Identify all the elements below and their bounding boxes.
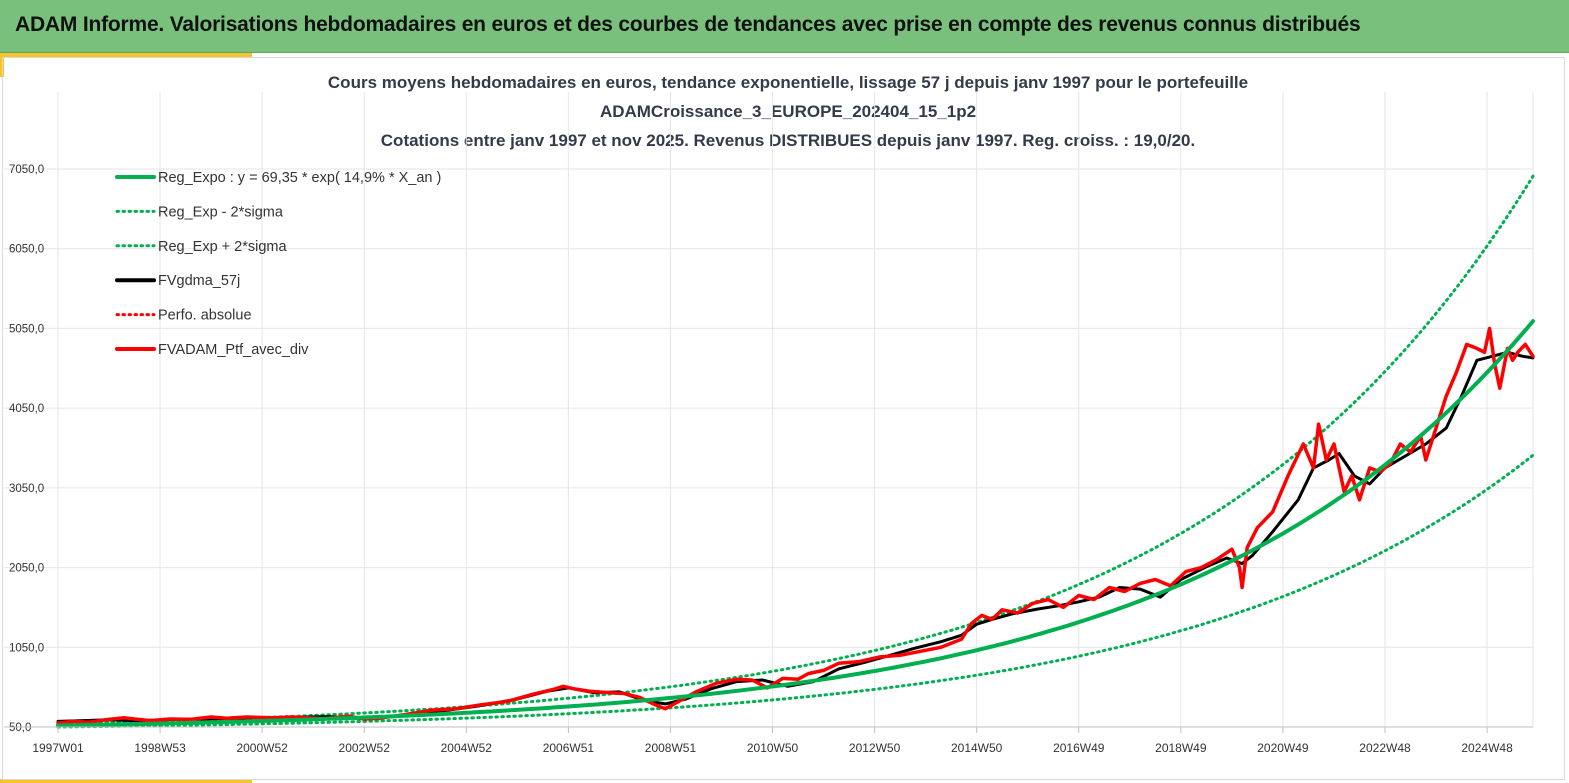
header-banner: ADAM Informe. Valorisations hebdomadaire… — [0, 0, 1569, 53]
series-line — [56, 326, 1535, 725]
x-tick-label: 2004W52 — [441, 741, 493, 755]
series-lines — [56, 174, 1535, 729]
x-tick-label: 2010W50 — [747, 741, 799, 755]
legend-label: Perfo. absolue — [158, 308, 252, 324]
x-tick-label: 2006W51 — [543, 741, 595, 755]
x-tick-label: 2016W49 — [1053, 741, 1105, 755]
y-tick-label: 50,0 — [9, 722, 31, 734]
x-tick-label: 2002W52 — [339, 741, 391, 755]
series-line — [56, 453, 1535, 729]
x-tick-label: 2022W48 — [1359, 741, 1411, 755]
y-tick-label: 1050,0 — [9, 642, 44, 654]
banner-title: ADAM Informe. Valorisations hebdomadaire… — [15, 13, 1361, 36]
y-tick-label: 6050,0 — [9, 244, 44, 256]
x-tick-label: 2012W50 — [849, 741, 901, 755]
x-tick-label: 2024W48 — [1461, 741, 1513, 755]
gridlines — [4, 92, 1534, 728]
y-tick-label: 5050,0 — [9, 323, 44, 335]
axes: 1997W01 1998W53 2000W52 2002W52 2004W52 2006W… — [4, 164, 1533, 755]
accent-bar-top — [0, 53, 252, 57]
y-tick-label: 2050,0 — [9, 563, 44, 575]
x-tick-label: 1998W53 — [134, 741, 186, 755]
y-tick-label: 4050,0 — [9, 403, 44, 415]
y-tick-label: 7050,0 — [9, 164, 44, 176]
chart-title-line-3: Cotations entre janv 1997 et nov 2025. R… — [381, 131, 1195, 150]
chart-title-line-2: ADAMCroissance_3_EUROPE_202404_15_1p2 — [600, 102, 976, 121]
x-tick-label: 2008W51 — [645, 741, 697, 755]
legend-label: FVADAM_Ptf_avec_div — [158, 342, 309, 358]
accent-bar-bottom — [0, 779, 252, 783]
legend-label: Reg_Expo : y = 69,35 * exp( 14,9% * X_an… — [158, 170, 441, 186]
chart-title: Cours moyens hebdomadaires en euros, ten… — [328, 73, 1248, 150]
legend: Reg_Expo : y = 69,35 * exp( 14,9% * X_an… — [115, 170, 441, 358]
x-tick-label: 2018W49 — [1155, 741, 1207, 755]
y-tick-label: 3050,0 — [9, 483, 44, 495]
x-tick-label: 2000W52 — [236, 741, 288, 755]
x-tick-label: 1997W01 — [32, 741, 84, 755]
legend-label: FVgdma_57j — [158, 273, 240, 289]
legend-label: Reg_Exp - 2*sigma — [158, 204, 284, 220]
x-tick-label: 2014W50 — [951, 741, 1003, 755]
series-line — [56, 174, 1535, 726]
series-line — [56, 319, 1535, 728]
chart-title-line-1: Cours moyens hebdomadaires en euros, ten… — [328, 73, 1248, 92]
legend-label: Reg_Exp + 2*sigma — [158, 239, 287, 255]
x-tick-label: 2020W49 — [1257, 741, 1309, 755]
